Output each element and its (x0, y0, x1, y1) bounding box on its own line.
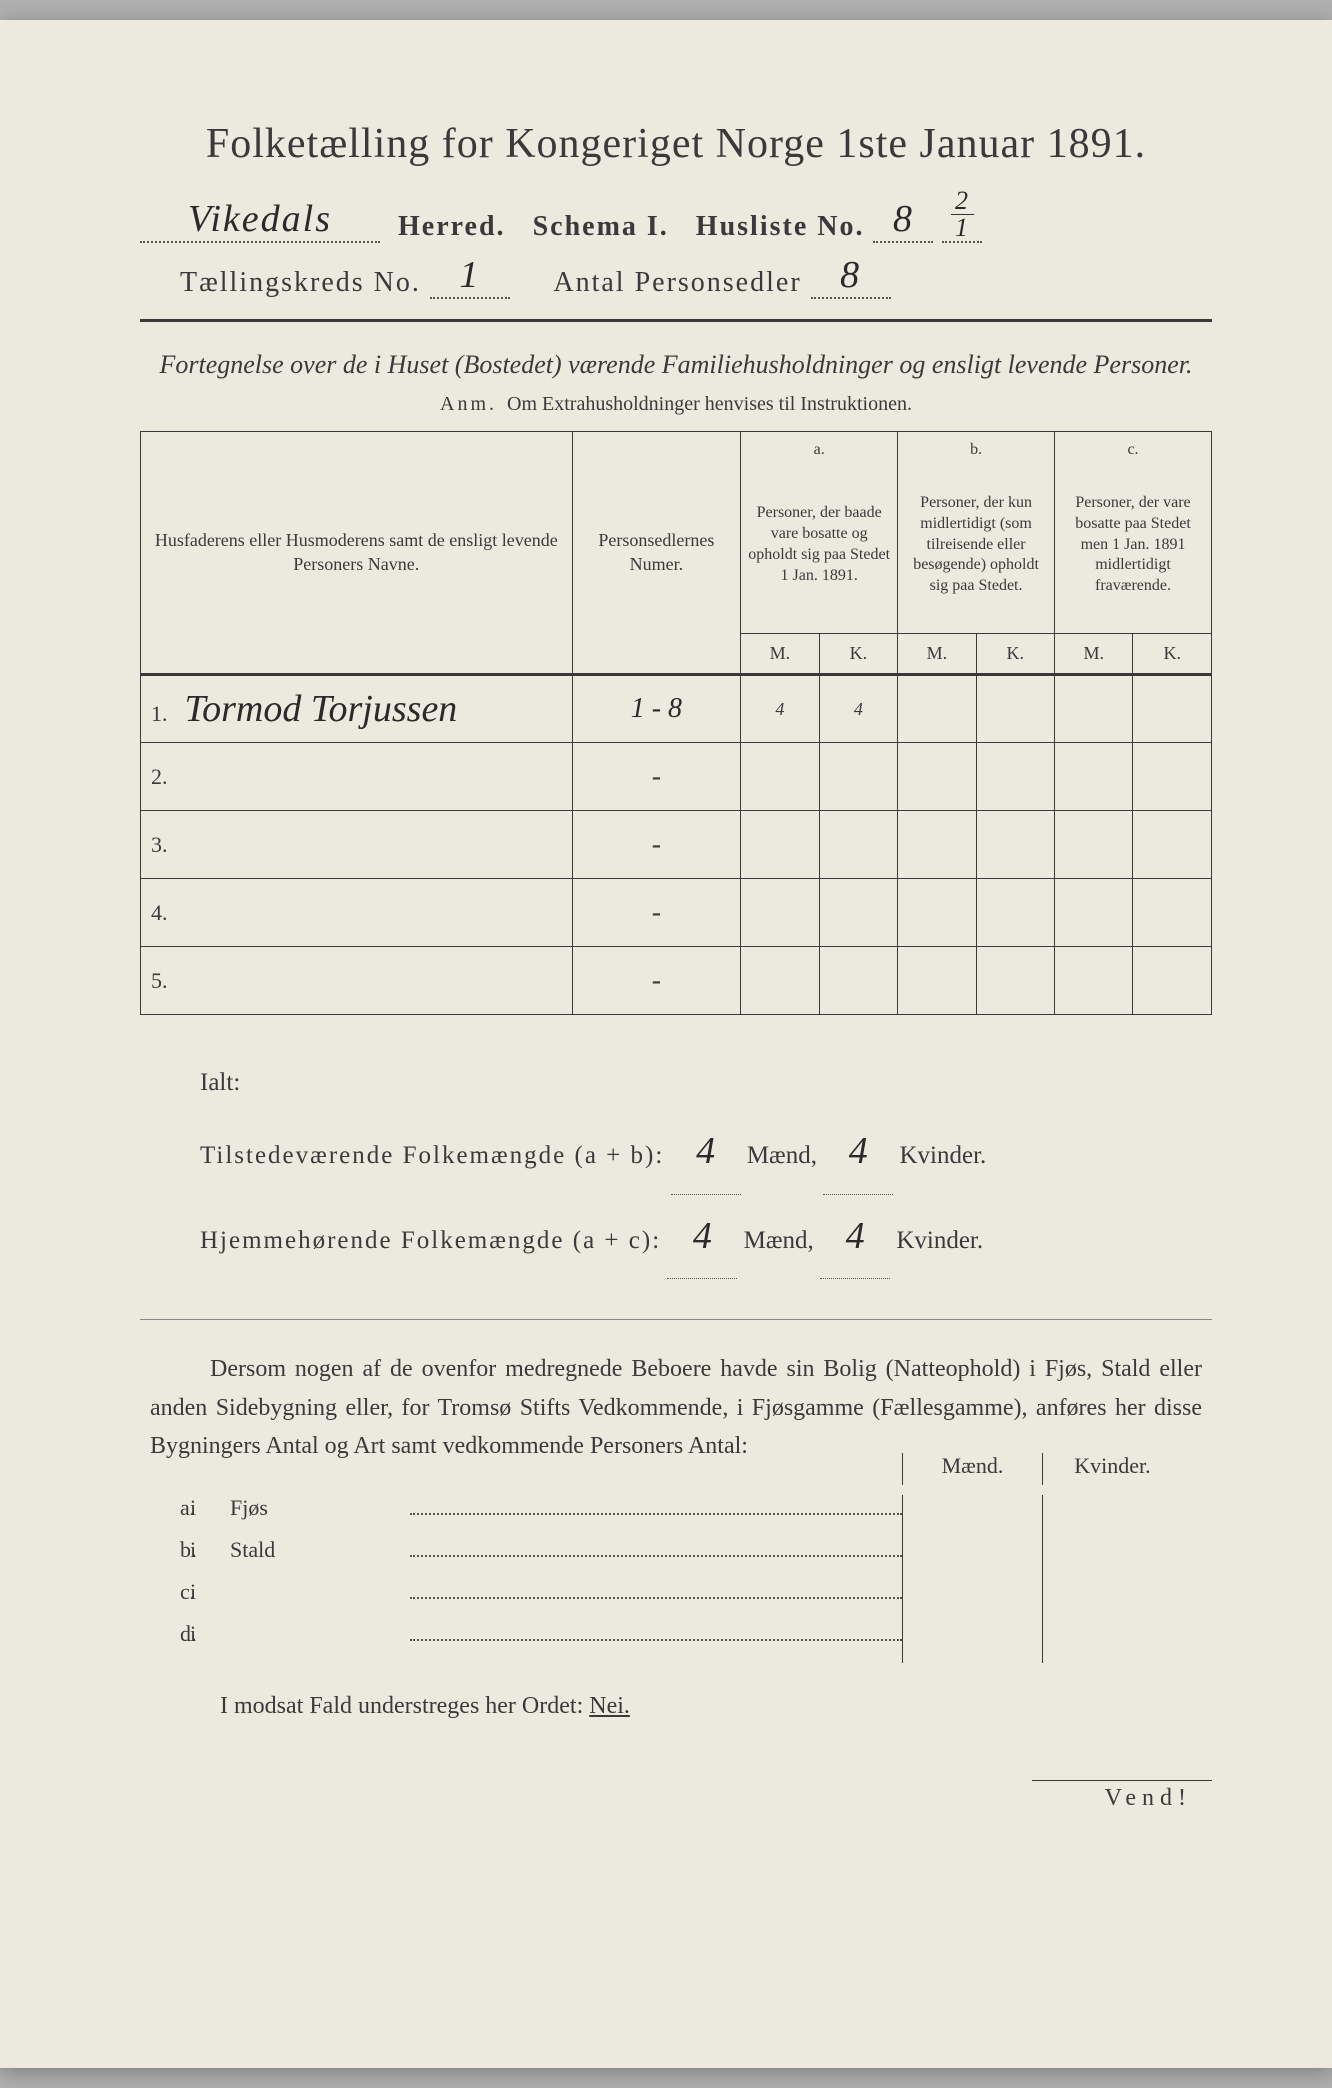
name-cell: 3. (141, 811, 573, 879)
c-k-cell (1133, 675, 1212, 743)
husliste-value: 8 (873, 197, 933, 243)
summary-line-2: Hjemmehørende Folkemængde (a + c): 4 Mæn… (200, 1195, 1212, 1280)
kreds-label: Tællingskreds No. (180, 267, 421, 298)
building-table: Mænd. Kvinder. a.iFjøsb.iStaldc.id.i (140, 1495, 1212, 1663)
c-k-cell (1133, 947, 1212, 1015)
divider-2 (140, 1319, 1212, 1320)
page-title: Folketælling for Kongeriget Norge 1ste J… (140, 120, 1212, 168)
c-m-cell (1055, 675, 1133, 743)
a-m-cell (741, 743, 819, 811)
c-m-cell (1055, 743, 1133, 811)
instruction-paragraph: Dersom nogen af de ovenfor medregnede Be… (140, 1350, 1212, 1465)
antal-label: Antal Personsedler (553, 267, 801, 298)
c-m-cell (1055, 811, 1133, 879)
b-m-cell (898, 743, 976, 811)
col-a-m: M. (741, 633, 819, 674)
antal-value: 8 (811, 253, 891, 299)
numer-cell: - (572, 811, 741, 879)
col-c-letter: c. (1055, 432, 1212, 463)
col-numer-header: Personsedlernes Numer. (572, 432, 741, 675)
b-m-cell (898, 947, 976, 1015)
a-m-cell (741, 879, 819, 947)
subtitle: Fortegnelse over de i Huset (Bostedet) v… (140, 347, 1212, 383)
name-cell: 4. (141, 879, 573, 947)
name-cell: 2. (141, 743, 573, 811)
b-k-cell (976, 743, 1054, 811)
husliste-fraction: 2 1 (942, 188, 982, 243)
schema-label: Schema I. (533, 211, 669, 242)
col-c-k: K. (1133, 633, 1212, 674)
building-table-header: Mænd. Kvinder. (902, 1453, 1182, 1485)
c-k-cell (1133, 811, 1212, 879)
building-table-columns (902, 1495, 1182, 1663)
col-names-header: Husfaderens eller Husmoderens samt de en… (141, 432, 573, 675)
c-k-cell (1133, 743, 1212, 811)
a-k-cell (819, 879, 897, 947)
summary-block: Ialt: Tilstedeværende Folkemængde (a + b… (140, 1055, 1212, 1279)
a-m-cell: 4 (741, 675, 819, 743)
c-m-cell (1055, 947, 1133, 1015)
b-k-cell (976, 879, 1054, 947)
b-m-cell (898, 675, 976, 743)
a-k-cell: 4 (819, 675, 897, 743)
a-m-cell (741, 811, 819, 879)
col-b-desc: Personer, der kun midlertidigt (som tilr… (898, 463, 1055, 633)
name-cell: 5. (141, 947, 573, 1015)
numer-cell: - (572, 947, 741, 1015)
ialt-label: Ialt: (200, 1055, 1212, 1110)
table-row: 5. - (141, 947, 1212, 1015)
table-row: 3. - (141, 811, 1212, 879)
col-a-letter: a. (741, 432, 898, 463)
col-b-k: K. (976, 633, 1054, 674)
name-cell: 1. Tormod Torjussen (141, 675, 573, 743)
b-k-cell (976, 811, 1054, 879)
col-b-letter: b. (898, 432, 1055, 463)
numer-cell: - (572, 879, 741, 947)
b-m-cell (898, 811, 976, 879)
a-m-cell (741, 947, 819, 1015)
herred-value: Vikedals (140, 197, 380, 243)
summary-line-1: Tilstedeværende Folkemængde (a + b): 4 M… (200, 1110, 1212, 1195)
household-table: Husfaderens eller Husmoderens samt de en… (140, 431, 1212, 1015)
numer-cell: - (572, 743, 741, 811)
table-row: 4. - (141, 879, 1212, 947)
table-row: 2. - (141, 743, 1212, 811)
header-line-2: Tællingskreds No. 1 Antal Personsedler 8 (140, 253, 1212, 299)
a-k-cell (819, 947, 897, 1015)
a-k-cell (819, 743, 897, 811)
table-row: 1. Tormod Torjussen1 - 844 (141, 675, 1212, 743)
vend-label: Vend! (1032, 1780, 1212, 1812)
numer-cell: 1 - 8 (572, 675, 741, 743)
col-b-m: M. (898, 633, 976, 674)
header-line-1: Vikedals Herred. Schema I. Husliste No. … (140, 188, 1212, 243)
col-a-k: K. (819, 633, 897, 674)
b-k-cell (976, 675, 1054, 743)
annotation-line: Anm. Om Extrahusholdninger henvises til … (140, 393, 1212, 416)
a-k-cell (819, 811, 897, 879)
c-m-cell (1055, 879, 1133, 947)
nei-line: I modsat Fald understreges her Ordet: Ne… (140, 1693, 1212, 1720)
c-k-cell (1133, 879, 1212, 947)
b-m-cell (898, 879, 976, 947)
col-a-desc: Personer, der baade vare bosatte og opho… (741, 463, 898, 633)
husliste-label: Husliste No. (696, 211, 865, 242)
kreds-value: 1 (430, 253, 510, 299)
col-c-desc: Personer, der vare bosatte paa Stedet me… (1055, 463, 1212, 633)
herred-label: Herred. (398, 211, 506, 242)
census-form-page: Folketælling for Kongeriget Norge 1ste J… (0, 20, 1332, 2068)
b-k-cell (976, 947, 1054, 1015)
divider-1 (140, 319, 1212, 322)
col-c-m: M. (1055, 633, 1133, 674)
